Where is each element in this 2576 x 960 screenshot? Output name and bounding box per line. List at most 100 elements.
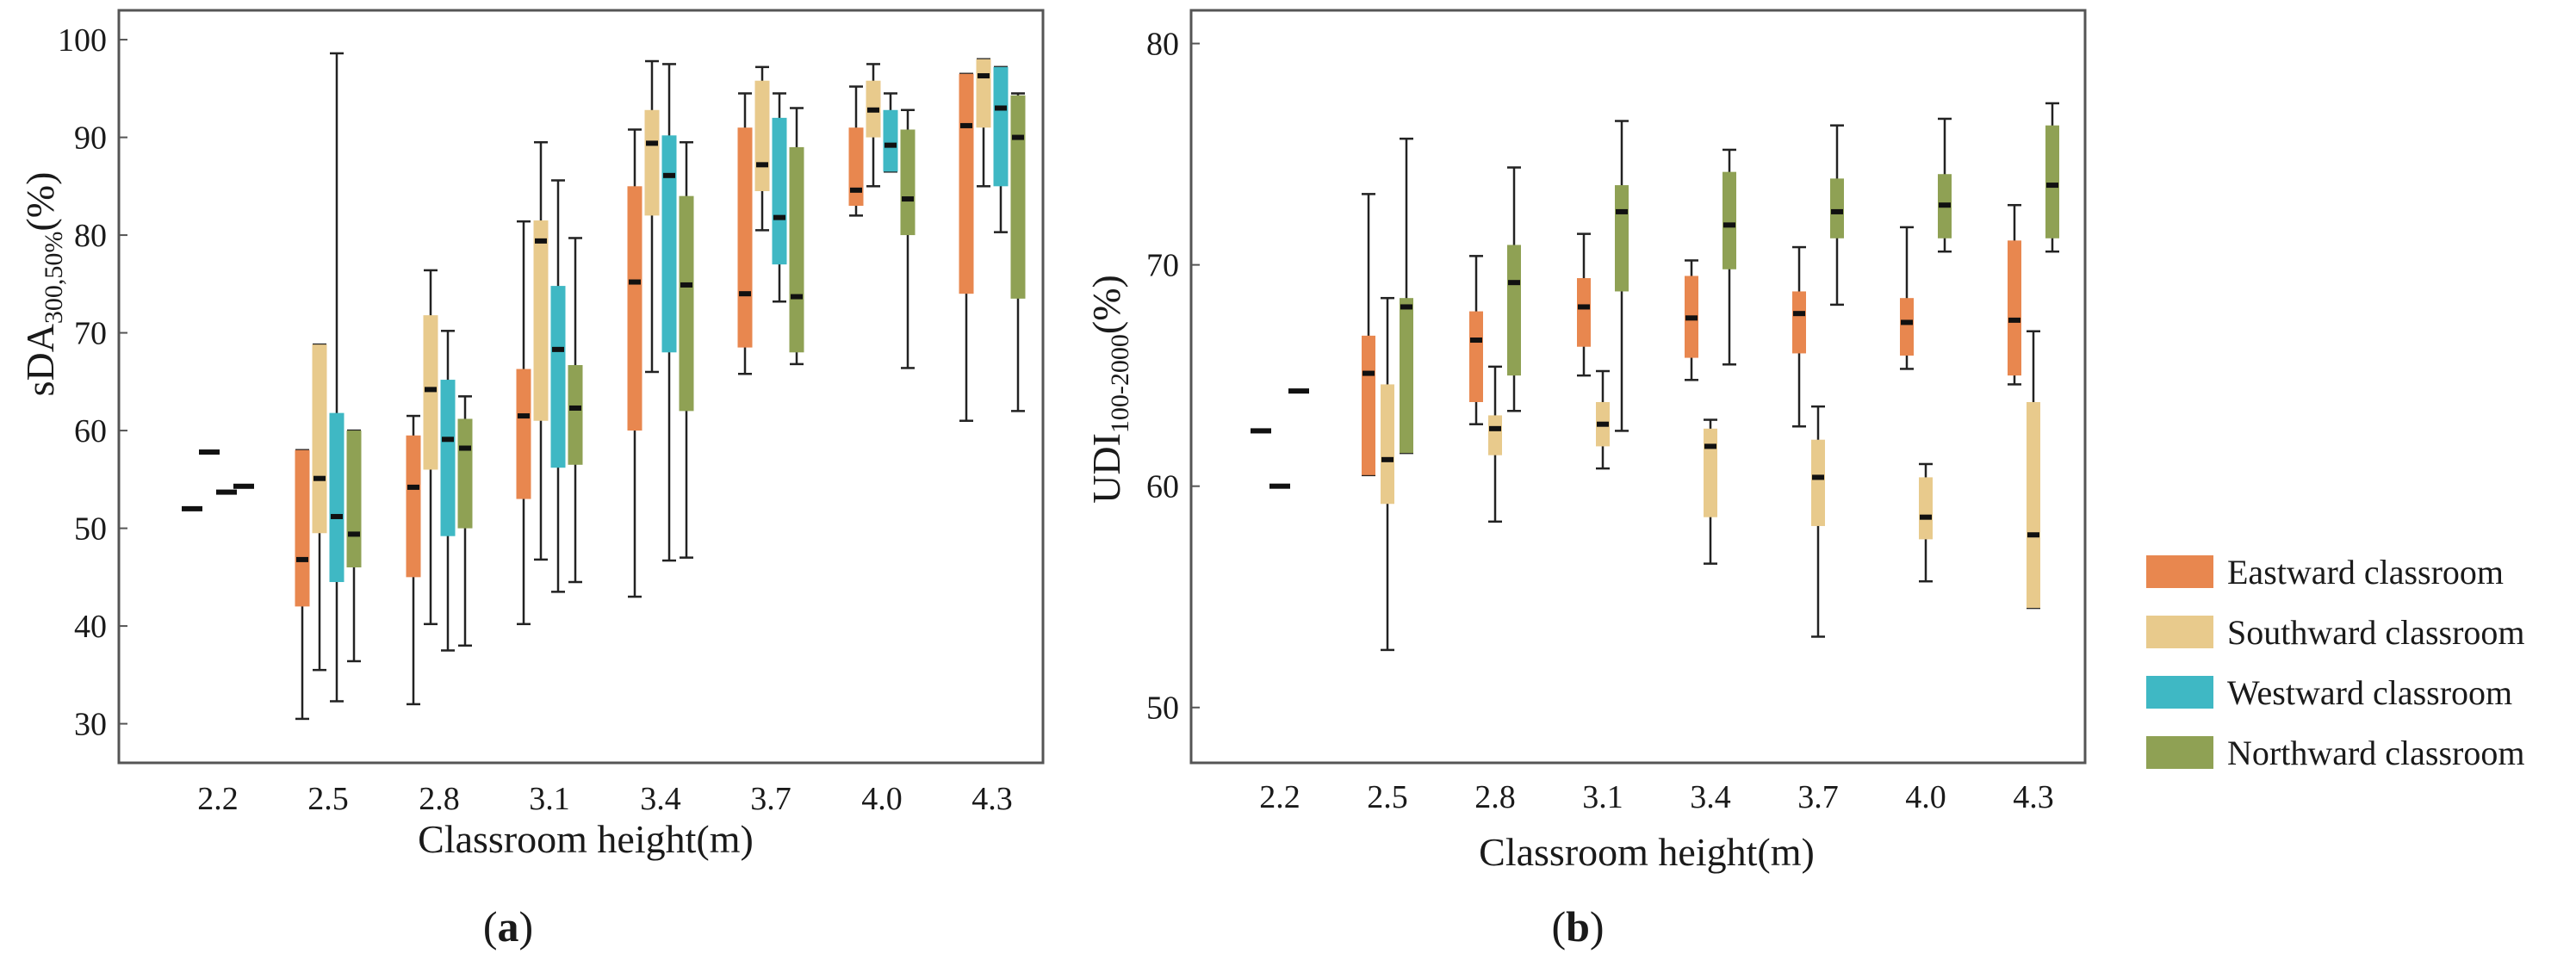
panel-b-y-tick-label: 60 [1146,469,1179,505]
panel-b-box-eastward [1362,193,1375,477]
panel-b-x-axis-title: Classroom height(m) [1479,830,1815,874]
median-mark [1704,443,1716,449]
panel-b-box-southward [1488,365,1502,523]
legend-swatch-northward [2146,736,2213,769]
panel-b-box-southward [1919,462,1933,583]
panel-b-box-southward [1704,418,1717,565]
panel-a-y-axis-title: sDA300,50%(%) [18,172,68,397]
panel-a-y-axis-title-unit: (%) [18,172,62,232]
box-iqr [644,109,660,216]
box-iqr [1900,298,1914,356]
panel-a-y-tick-label: 90 [74,121,107,157]
box-iqr [2027,401,2040,609]
median-mark [1489,425,1501,431]
panel-a-boxes [182,52,1026,721]
panel-b-y-tick-label: 80 [1146,27,1179,63]
panel-a-y-tick-label: 80 [74,218,107,254]
median-mark [1616,208,1628,214]
panel-b-box-southward [1811,405,1825,638]
panel-a-box-eastward [182,505,202,511]
box-iqr [883,109,898,172]
panel-b-box-eastward [1469,255,1483,425]
box-iqr [772,117,787,265]
panel-a-box-northward [679,140,694,559]
panel-a-y-ticks: 30 40 50 60 70 80 90 100 [58,22,127,743]
median-mark [960,122,972,128]
panel-b-x-tick-label: 3.7 [1797,779,1839,815]
legend-item-westward: Westward classroom [2146,673,2512,712]
panel-a-box-southward [866,63,881,188]
panel-b-box-eastward [1577,232,1591,377]
box-iqr [754,80,770,191]
median-mark [233,483,254,489]
panel-b-box-southward [1596,369,1610,470]
box-iqr [1919,477,1933,540]
median-mark [902,196,914,202]
median-mark [425,387,437,393]
median-mark [739,291,751,297]
panel-b-x-tick-label: 4.0 [1905,779,1946,815]
panel-a-x-tick-label: 2.5 [307,781,349,817]
box-iqr [1488,415,1502,455]
median-mark [1597,421,1609,427]
legend-item-eastward: Eastward classroom [2146,553,2504,591]
box-iqr [789,146,804,353]
median-mark [978,73,990,79]
median-mark [2008,317,2020,323]
panel-b-x-tick-label: 3.4 [1690,779,1731,815]
panel-a-x-axis-title: Classroom height(m) [418,817,754,861]
median-mark [756,162,768,168]
panel-a-x-tick-label: 3.4 [640,781,681,817]
box-iqr [959,73,974,294]
box-iqr [550,286,566,468]
panel-a-y-axis-title-sub: 300,50% [40,232,68,325]
median-mark [1288,388,1309,394]
panel-a-box-eastward [848,85,864,217]
panel-b-y-axis-title-main: UDI [1084,433,1128,504]
panel-a-box-westward [440,330,456,652]
box-iqr [993,66,1009,187]
panel-a-box-southward [199,449,220,455]
panel-a-chart: 30 40 50 60 70 80 90 100 2.2 2.5 2.8 3.1 3.4 3.7 4.0 4… [18,9,1045,951]
panel-b-y-axis-title: UDI100-2000(%) [1084,275,1134,504]
panel-b-x-tick-label: 3.1 [1582,779,1623,815]
median-mark [1578,304,1590,310]
panel-a-box-northward [789,107,804,366]
median-mark [1939,202,1951,208]
box-iqr [312,344,327,534]
panel-a-box-southward [754,65,770,232]
panel-b-y-axis-title-sub: 100-2000 [1106,334,1134,433]
median-mark [663,172,675,178]
median-mark [1400,304,1412,310]
median-mark [216,489,237,495]
median-mark [629,279,641,285]
panel-a-box-southward [976,58,991,188]
panel-a-x-tick-label: 3.1 [529,781,570,817]
box-iqr [737,127,753,348]
median-mark [552,346,564,352]
box-iqr [1381,384,1394,505]
median-mark [850,187,862,193]
box-iqr [1811,439,1825,526]
box-iqr [1362,335,1375,475]
median-mark [2027,532,2039,538]
box-iqr [661,135,677,353]
panel-a-box-westward [550,179,566,593]
box-iqr [1507,245,1521,376]
panel-a-box-southward [533,140,549,561]
panel-a-box-northward [1010,92,1026,412]
panel-a-box-southward [423,269,438,626]
panel-b-box-eastward [1685,259,1698,381]
median-mark [296,556,308,562]
panel-b-box-northward [2045,102,2059,253]
legend-swatch-southward [2146,616,2213,648]
median-mark [1685,315,1698,321]
median-mark [1251,428,1271,434]
panel-b-label: (b) [1551,902,1604,951]
median-mark [407,484,419,490]
median-mark [791,294,803,300]
panel-b-y-ticks: 50 60 70 80 [1146,27,1200,727]
panel-b-box-northward [1938,117,1952,253]
median-mark [182,505,202,511]
box-iqr [346,430,362,567]
